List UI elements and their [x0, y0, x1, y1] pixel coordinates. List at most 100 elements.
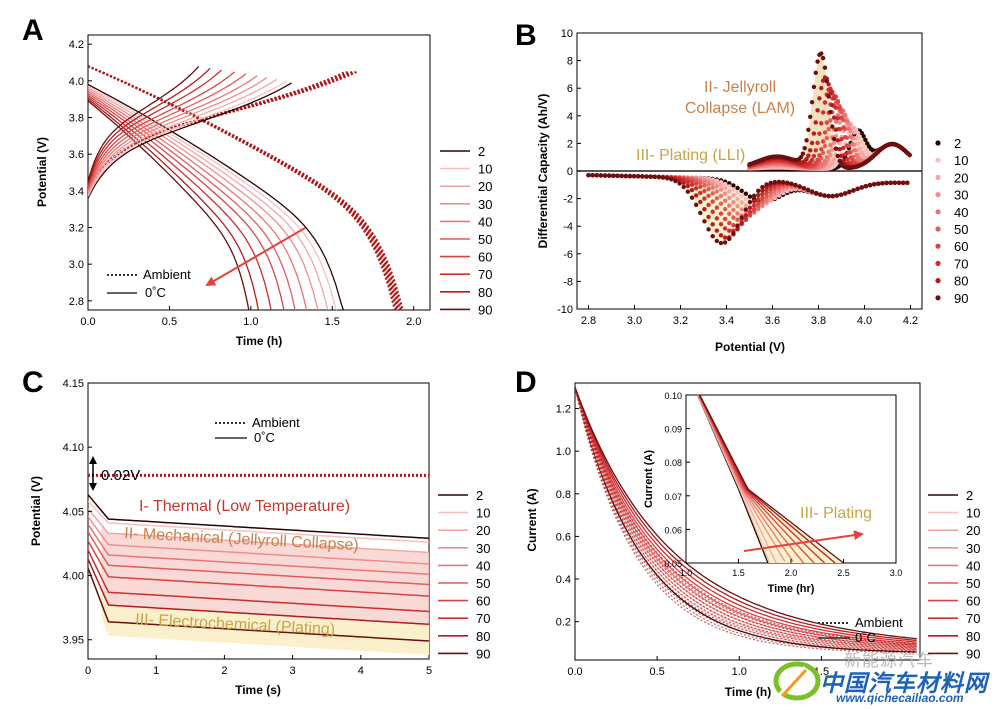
panel-b-charge-point — [813, 70, 818, 76]
panel-d-inset-ytick-label: 0.05 — [664, 559, 682, 569]
panel-b-discharge-point — [739, 207, 744, 212]
panel-b-charge-point — [907, 152, 912, 158]
panel-d-frame — [574, 382, 921, 661]
panel-b-charge-point — [828, 142, 833, 148]
panel-b-discharge-point — [727, 203, 732, 208]
panel-a-cold-discharge-curve — [88, 93, 296, 310]
panel-b-discharge-point — [731, 215, 736, 220]
panel-b-discharge-point — [747, 199, 753, 205]
panel-b-charge-point — [837, 158, 842, 164]
legend-label-60: 60 — [966, 594, 980, 609]
panel-b-discharge-point — [756, 192, 761, 198]
panel-a-ytick-label: 3.2 — [69, 223, 84, 235]
panel-b-discharge-point — [735, 227, 740, 232]
panel-b-charge-point — [822, 158, 828, 164]
panel-b-discharge-point — [751, 198, 757, 204]
legend-label-60: 60 — [478, 250, 492, 265]
panel-b-charge-point — [826, 82, 831, 87]
panel-b-discharge-point — [727, 195, 732, 201]
panel-letter-a: A — [22, 14, 44, 47]
panel-a-cold-discharge-curve — [88, 98, 260, 310]
legend-label-50: 50 — [476, 576, 490, 591]
panel-b-charge-point — [813, 148, 818, 153]
panel-c-ytick-label: 4.05 — [63, 506, 84, 518]
legend-label-50: 50 — [966, 576, 980, 591]
panel-b-discharge-point — [702, 183, 707, 188]
panel-b-discharge-point — [640, 174, 645, 179]
panel-b-discharge-point — [801, 185, 806, 191]
panel-b-discharge-point — [693, 186, 699, 191]
panel-b-ytick-label: 10 — [561, 28, 573, 40]
panel-c-plating-fill — [101, 589, 429, 655]
panel-d-ytick-label: 0.4 — [556, 574, 571, 586]
panel-b-discharge-point — [747, 205, 753, 211]
panel-b-discharge-point — [859, 185, 864, 190]
panel-d-ytick-label: 1.2 — [556, 404, 571, 416]
panel-d-inset-xtick-label: 2.0 — [785, 568, 798, 578]
panel-a-cold-discharge-curve — [88, 83, 345, 310]
panel-b-discharge-point — [851, 188, 856, 193]
panel-d-ambient-curve — [575, 387, 917, 649]
panel-b-discharge-point — [718, 187, 724, 192]
panel-b-discharge-point — [764, 182, 769, 187]
legend-label-60: 60 — [954, 239, 968, 254]
legend-label-20: 20 — [966, 523, 980, 538]
legend-label-20: 20 — [476, 523, 490, 538]
panel-c-cold-curve — [88, 500, 429, 543]
panel-b-discharge-point — [756, 204, 761, 209]
panel-a-cold-discharge-curve — [88, 85, 338, 310]
panel-b-discharge-point — [735, 223, 740, 228]
panel-b-discharge-point — [698, 199, 703, 205]
panel-b-charge-point — [804, 138, 809, 143]
panel-b-annotation-collapse: Collapse (LAM) — [685, 100, 795, 117]
panel-b-discharge-point — [785, 180, 790, 185]
panel-b-discharge-point — [664, 176, 670, 181]
panel-b-xtick-label: 3.4 — [719, 315, 734, 327]
panel-a-cold-charge-curve — [88, 76, 268, 193]
panel-b-charge-point — [831, 96, 837, 101]
legend-label-30: 30 — [476, 541, 490, 556]
panel-d-xlabel: Time (h) — [725, 685, 771, 699]
panel-b-discharge-point — [669, 177, 674, 182]
panel-b-discharge-point — [731, 187, 736, 192]
panel-b-discharge-point — [760, 199, 765, 204]
panel-b-ytick-label: 6 — [567, 83, 573, 95]
panel-b-discharge-point — [739, 215, 744, 220]
panel-b-charge-point — [830, 102, 835, 108]
panel-b-discharge-point — [685, 183, 691, 189]
panel-b-discharge-point — [838, 192, 844, 197]
legend-label-90: 90 — [478, 302, 492, 317]
panel-b-discharge-point — [727, 181, 732, 186]
panel-b-discharge-point — [735, 203, 740, 209]
panel-b-charge-point — [839, 153, 844, 159]
panel-d-cold-curve — [575, 387, 917, 643]
panel-b-charge-point — [835, 116, 841, 121]
panel-b-ytick-label: 0 — [567, 166, 573, 178]
panel-b-discharge-point — [818, 192, 823, 197]
panel-a-cold-discharge-curve — [88, 89, 319, 310]
panel-b-charge-point — [852, 130, 857, 135]
panel-b-xtick-label: 4.2 — [903, 315, 918, 327]
panel-d-inset-xtick-label: 2.5 — [837, 568, 850, 578]
panel-b-discharge-point — [764, 191, 769, 196]
panel-b-charge-point — [824, 120, 829, 125]
panel-c-xtick-label: 5 — [426, 665, 432, 677]
panel-a-charge-discharge-chart: 0.0 0.5 1.0 1.5 2.02.83.03.23.43.63.84.04.2 … — [35, 34, 492, 348]
panel-b-discharge-point — [747, 212, 753, 218]
panel-b-charge-point — [820, 150, 826, 156]
panel-b-charge-point — [828, 109, 833, 115]
panel-b-discharge-point — [760, 188, 765, 193]
panel-c-cold-curve — [88, 494, 429, 540]
panel-b-charge-point — [837, 106, 842, 111]
panel-b-discharge-point — [735, 196, 740, 202]
panel-b-charge-point — [831, 156, 837, 162]
panel-b-charge-point — [841, 145, 846, 150]
panel-b-discharge-point — [710, 181, 715, 186]
panel-b-discharge-point — [760, 191, 765, 197]
panel-b-charge-point — [861, 134, 866, 139]
legend-swatch-60 — [935, 243, 941, 249]
panel-c-cold-curve — [88, 523, 429, 576]
legend-label-30: 30 — [478, 197, 492, 212]
panel-b-charge-point — [809, 99, 815, 105]
panel-b-xtick-label: 2.8 — [581, 315, 596, 327]
